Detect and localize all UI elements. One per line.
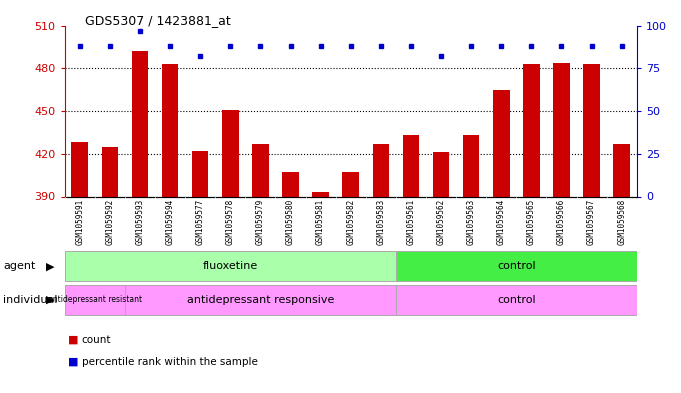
Bar <box>584 64 600 196</box>
Bar <box>162 64 178 196</box>
Bar <box>313 192 329 196</box>
Text: GSM1059592: GSM1059592 <box>106 199 114 245</box>
Text: GSM1059593: GSM1059593 <box>136 199 144 245</box>
Text: percentile rank within the sample: percentile rank within the sample <box>82 356 257 367</box>
Bar <box>523 64 539 196</box>
Bar <box>72 142 88 196</box>
Text: ▶: ▶ <box>46 261 54 271</box>
Bar <box>463 135 479 196</box>
Text: antidepressant resistant: antidepressant resistant <box>48 295 142 304</box>
Bar <box>131 51 148 196</box>
Text: fluoxetine: fluoxetine <box>203 261 258 271</box>
Text: GSM1059577: GSM1059577 <box>195 199 205 245</box>
Text: GSM1059565: GSM1059565 <box>527 199 536 245</box>
Bar <box>125 285 396 315</box>
Text: ■: ■ <box>68 335 78 345</box>
Bar <box>402 135 419 196</box>
Text: agent: agent <box>3 261 36 271</box>
Bar <box>396 251 637 281</box>
Bar <box>252 144 269 196</box>
Text: GSM1059581: GSM1059581 <box>316 199 325 245</box>
Bar <box>282 172 299 196</box>
Text: GSM1059561: GSM1059561 <box>407 199 415 245</box>
Bar <box>553 62 570 196</box>
Text: GSM1059578: GSM1059578 <box>226 199 235 245</box>
Text: individual: individual <box>3 295 58 305</box>
Text: antidepressant responsive: antidepressant responsive <box>187 295 334 305</box>
Text: GSM1059566: GSM1059566 <box>557 199 566 245</box>
Text: count: count <box>82 335 111 345</box>
Text: GSM1059562: GSM1059562 <box>437 199 445 245</box>
Bar <box>65 285 125 315</box>
Text: control: control <box>497 261 536 271</box>
Bar <box>65 251 396 281</box>
Text: GSM1059594: GSM1059594 <box>165 199 174 245</box>
Text: GSM1059564: GSM1059564 <box>496 199 506 245</box>
Text: GSM1059591: GSM1059591 <box>75 199 84 245</box>
Text: GSM1059567: GSM1059567 <box>587 199 596 245</box>
Bar <box>192 151 208 196</box>
Text: GSM1059579: GSM1059579 <box>256 199 265 245</box>
Bar <box>432 152 449 196</box>
Text: GSM1059582: GSM1059582 <box>346 199 355 245</box>
Text: GSM1059580: GSM1059580 <box>286 199 295 245</box>
Bar <box>396 285 637 315</box>
Text: GSM1059563: GSM1059563 <box>466 199 475 245</box>
Text: control: control <box>497 295 536 305</box>
Text: GSM1059568: GSM1059568 <box>617 199 627 245</box>
Bar <box>373 144 389 196</box>
Bar <box>343 172 359 196</box>
Text: ▶: ▶ <box>46 295 54 305</box>
Text: GSM1059583: GSM1059583 <box>377 199 385 245</box>
Text: GDS5307 / 1423881_at: GDS5307 / 1423881_at <box>85 14 231 27</box>
Bar <box>222 110 238 196</box>
Bar <box>493 90 509 196</box>
Text: ■: ■ <box>68 356 78 367</box>
Bar <box>614 144 630 196</box>
Bar <box>101 147 118 196</box>
